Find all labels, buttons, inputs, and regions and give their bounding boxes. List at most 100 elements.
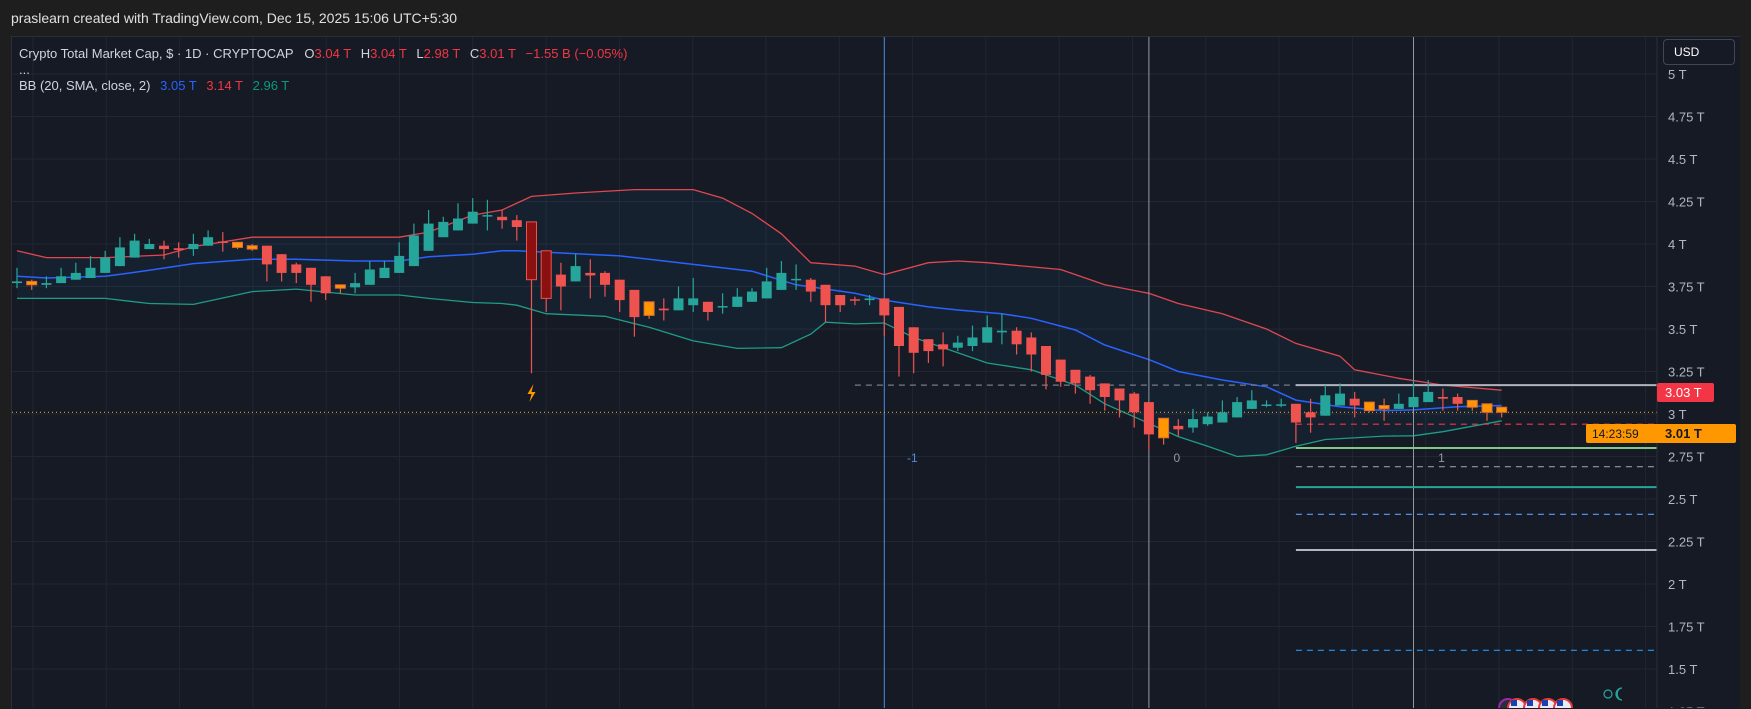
candle[interactable] [408,223,419,267]
candle[interactable] [482,199,493,231]
candle[interactable] [100,250,111,273]
candle[interactable] [261,245,272,282]
candle[interactable] [1114,388,1125,418]
candle[interactable] [159,240,169,260]
candle[interactable] [1276,398,1287,408]
candle[interactable] [41,276,52,289]
candle[interactable] [350,272,361,294]
candle[interactable] [1011,327,1022,355]
candle[interactable] [379,261,390,278]
candle[interactable] [1335,383,1345,406]
candle[interactable] [232,241,243,250]
candle[interactable] [879,298,890,336]
candle[interactable] [85,255,96,278]
candle[interactable] [203,230,214,246]
candle[interactable] [894,306,904,377]
more-button[interactable]: ... [19,62,30,77]
currency-button[interactable]: USD [1663,39,1735,65]
candle[interactable] [761,267,772,299]
candle[interactable] [56,267,67,284]
candle[interactable] [129,233,140,258]
candle[interactable] [688,278,699,312]
candle[interactable] [70,262,81,280]
candle[interactable] [394,242,405,273]
candle[interactable] [1173,419,1184,437]
candle[interactable] [849,296,860,306]
candle[interactable] [1466,399,1478,411]
candle[interactable] [614,279,625,312]
candle[interactable] [1452,393,1463,411]
candle[interactable] [908,327,919,374]
candle[interactable] [1423,380,1434,403]
candle[interactable] [600,271,610,297]
candle[interactable] [923,339,934,363]
candle[interactable] [1099,383,1110,411]
candle[interactable] [791,264,802,290]
candle[interactable] [747,288,757,302]
candle[interactable] [1481,403,1493,421]
candle[interactable] [717,293,728,314]
bb-indicator-row[interactable]: BB (20, SMA, close, 2) 3.05 T 3.14 T 2.9… [19,76,627,96]
candle[interactable] [1496,406,1508,418]
candle[interactable] [835,295,846,312]
candle[interactable] [982,315,993,343]
candle[interactable] [1378,398,1390,421]
candle[interactable] [864,295,875,306]
candle[interactable] [306,267,316,302]
candle[interactable] [217,232,228,252]
candle[interactable] [1246,390,1257,409]
candle[interactable] [1408,380,1419,408]
candle[interactable] [173,242,184,258]
candle[interactable] [1041,346,1051,390]
candle[interactable] [820,284,831,323]
candle[interactable] [467,198,478,224]
chart-panel[interactable] [11,36,1741,709]
symbol-row[interactable]: Crypto Total Market Cap, $ · 1D · CRYPTO… [19,44,627,64]
candle[interactable] [643,301,655,319]
candle[interactable] [12,267,22,289]
candle[interactable] [673,286,684,311]
candle[interactable] [1349,391,1360,418]
candle[interactable] [1143,402,1154,450]
candle[interactable] [952,335,963,352]
candle[interactable] [629,289,640,337]
candle[interactable] [1055,359,1066,387]
candle[interactable] [364,261,375,285]
candle[interactable] [1437,388,1448,411]
candle[interactable] [967,325,978,352]
candle[interactable] [497,210,508,229]
candle[interactable] [1363,401,1375,413]
candle[interactable] [26,279,38,290]
candle[interactable] [114,237,125,267]
candle[interactable] [732,288,743,307]
lightning-icon[interactable] [527,384,536,402]
candle[interactable] [938,332,949,367]
candle[interactable] [276,254,287,282]
candle[interactable] [776,261,787,290]
sun-moon-icon[interactable] [1603,689,1613,699]
candle[interactable] [1217,400,1228,423]
candle[interactable] [570,254,581,282]
candle[interactable] [1232,397,1243,418]
candle[interactable] [1202,412,1213,426]
candle[interactable] [1026,332,1037,372]
candle[interactable] [438,216,449,238]
candle[interactable] [585,259,596,299]
candle[interactable] [805,278,816,302]
candle[interactable] [320,276,331,301]
candle[interactable] [1305,398,1316,433]
candle[interactable] [423,210,434,251]
candle[interactable] [1290,403,1301,443]
candle[interactable] [555,262,566,311]
candle[interactable] [1070,369,1081,394]
price-axis[interactable] [1657,37,1740,708]
candle[interactable] [144,238,155,250]
candle[interactable] [1085,374,1096,404]
candle[interactable] [188,233,199,256]
candle[interactable] [658,298,669,321]
candle[interactable] [1261,400,1272,408]
candle[interactable] [1188,408,1198,433]
candle[interactable] [540,250,552,312]
candle[interactable] [453,203,463,231]
